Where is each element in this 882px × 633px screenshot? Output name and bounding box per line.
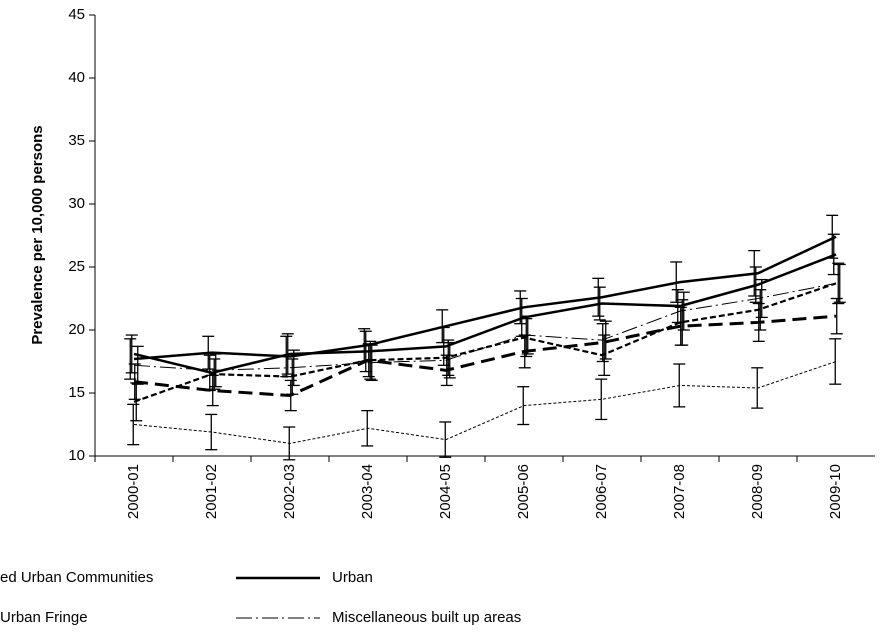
error-bar bbox=[751, 367, 764, 409]
error-bar bbox=[833, 263, 846, 303]
y-tick-label: 35 bbox=[68, 132, 85, 149]
error-bar bbox=[754, 289, 767, 331]
error-bar bbox=[286, 358, 299, 395]
series-line bbox=[133, 235, 837, 361]
series-line bbox=[133, 314, 837, 398]
error-bar bbox=[676, 299, 689, 346]
error-bar bbox=[520, 318, 533, 358]
error-bar bbox=[364, 340, 377, 380]
error-bar bbox=[598, 334, 611, 377]
error-bar bbox=[443, 341, 456, 379]
error-bar bbox=[673, 363, 686, 408]
error-bar bbox=[208, 358, 221, 390]
error-bar bbox=[209, 353, 222, 388]
error-bar bbox=[595, 378, 608, 421]
error-bar bbox=[521, 315, 534, 355]
error-bar bbox=[283, 426, 296, 461]
series-line bbox=[133, 282, 837, 403]
x-tick-label: 2005-06 bbox=[515, 464, 532, 519]
error-bar bbox=[748, 249, 761, 297]
error-bar bbox=[670, 261, 683, 303]
error-bar bbox=[287, 349, 300, 387]
error-bar bbox=[206, 374, 219, 407]
y-tick-label: 10 bbox=[68, 447, 85, 464]
error-bar bbox=[832, 262, 845, 305]
error-bar bbox=[830, 297, 843, 335]
error-bar bbox=[677, 291, 690, 331]
y-tick-label: 40 bbox=[68, 69, 85, 86]
legend-label: Urban Fringe bbox=[0, 609, 88, 626]
error-bar bbox=[826, 214, 839, 259]
error-bar bbox=[442, 339, 455, 377]
y-tick-label: 25 bbox=[68, 258, 85, 275]
error-bar bbox=[362, 343, 375, 378]
series-line bbox=[133, 361, 837, 444]
error-bar bbox=[205, 413, 218, 451]
y-tick-label: 20 bbox=[68, 321, 85, 338]
legend-label: ed Urban Communities bbox=[0, 569, 153, 586]
error-bar bbox=[593, 286, 606, 321]
error-bar bbox=[130, 382, 143, 422]
x-tick-label: 2008-09 bbox=[749, 464, 766, 519]
error-bar bbox=[361, 409, 374, 447]
x-tick-label: 2006-07 bbox=[593, 464, 610, 519]
error-bar bbox=[131, 345, 144, 385]
y-tick-label: 15 bbox=[68, 384, 85, 401]
error-bar bbox=[127, 403, 140, 446]
error-bar bbox=[202, 335, 215, 370]
x-tick-label: 2004-05 bbox=[437, 464, 454, 519]
y-tick-label: 30 bbox=[68, 195, 85, 212]
error-bar bbox=[439, 421, 452, 458]
series-line bbox=[133, 253, 837, 375]
error-bar bbox=[755, 278, 768, 319]
error-bar bbox=[365, 344, 378, 382]
y-tick-label: 45 bbox=[68, 6, 85, 23]
y-axis-label: Prevalence per 10,000 persons bbox=[29, 125, 46, 344]
series-line bbox=[133, 282, 837, 371]
error-bar bbox=[829, 338, 842, 385]
error-bar bbox=[125, 334, 138, 374]
x-tick-label: 2001-02 bbox=[203, 464, 220, 519]
legend-label: Urban bbox=[332, 569, 373, 586]
x-tick-label: 2007-08 bbox=[671, 464, 688, 519]
x-tick-label: 2000-01 bbox=[125, 464, 142, 519]
x-tick-label: 2009-10 bbox=[827, 464, 844, 519]
error-bar bbox=[592, 277, 605, 317]
error-bar bbox=[517, 386, 530, 426]
x-tick-label: 2003-04 bbox=[359, 464, 376, 519]
error-bar bbox=[599, 320, 612, 360]
legend-label: Miscellaneous built up areas bbox=[332, 609, 521, 626]
x-tick-label: 2002-03 bbox=[281, 464, 298, 519]
